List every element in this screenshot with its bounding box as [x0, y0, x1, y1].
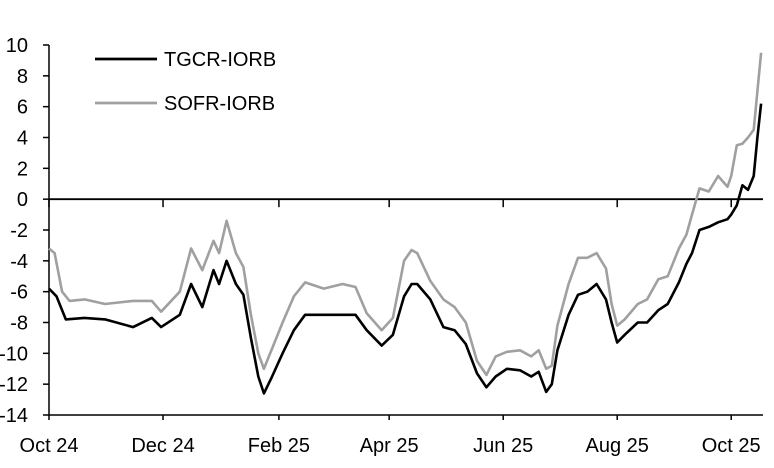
y-tick-label: -14 — [0, 405, 28, 427]
y-tick-label: 0 — [17, 189, 28, 211]
series-group — [48, 52, 763, 395]
x-tick-label: Aug 25 — [586, 435, 649, 457]
legend: TGCR-IORB SOFR-IORB — [95, 49, 276, 115]
y-tick-label: 10 — [6, 35, 28, 57]
y-tick-label: 2 — [17, 158, 28, 180]
y-tick-label: -12 — [0, 374, 28, 396]
legend-label: SOFR-IORB — [164, 93, 275, 115]
y-tick-label: 4 — [17, 128, 28, 150]
x-tick-label: Oct 25 — [702, 435, 761, 457]
x-tick-label: Oct 24 — [20, 435, 79, 457]
y-tick-label: -10 — [0, 343, 28, 365]
x-tick-label: Jun 25 — [473, 435, 533, 457]
y-tick-label: 6 — [17, 97, 28, 119]
y-tick-label: -8 — [10, 313, 28, 335]
y-tick-label: 8 — [17, 66, 28, 88]
series-line-tgcr-iorb — [48, 103, 763, 395]
x-tick-label: Feb 25 — [248, 435, 310, 457]
x-tick-label: Apr 25 — [360, 435, 419, 457]
y-tick-label: -2 — [10, 220, 28, 242]
series-line-sofr-iorb — [48, 52, 763, 377]
x-tick-label: Dec 24 — [131, 435, 194, 457]
legend-label: TGCR-IORB — [164, 49, 276, 71]
axes: 10 8 6 4 2 0 -2 -4 -6 -8 -10 -12 -14 Oct 24 Dec 24 Feb … — [0, 35, 763, 457]
y-tick-label: -4 — [10, 251, 28, 273]
y-tick-label: -6 — [10, 282, 28, 304]
